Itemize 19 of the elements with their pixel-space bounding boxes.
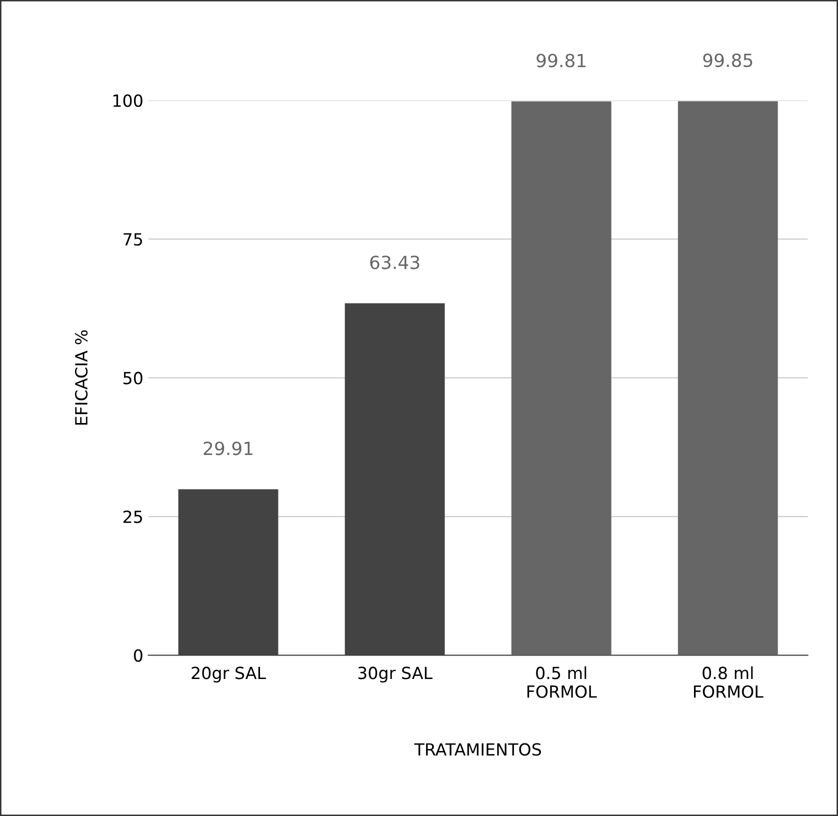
x-tick-label: 0.8 ml FORMOL [694, 666, 764, 698]
bar [511, 101, 612, 656]
x-tick-label: 30gr SAL [358, 666, 432, 682]
x-tick-label: 0.5 ml FORMOL [527, 666, 597, 698]
y-tick-label: 50 [124, 372, 142, 384]
data-label: 29.91 [204, 442, 252, 456]
y-axis-title: EFICACIA % [74, 330, 88, 425]
bar [678, 101, 778, 656]
bar [344, 303, 445, 656]
data-label: 63.43 [370, 256, 420, 270]
x-tick-label: 20gr SAL [192, 666, 266, 682]
y-tick-label: 75 [124, 233, 142, 246]
x-axis-title: TRATAMIENTOS [414, 743, 541, 756]
bar [178, 489, 278, 656]
y-tick-label: 100 [113, 94, 142, 107]
data-label: 99.85 [703, 53, 752, 68]
y-tick-label: 0 [134, 649, 142, 662]
data-label: 99.81 [536, 54, 586, 68]
y-tick-label: 25 [123, 510, 142, 524]
